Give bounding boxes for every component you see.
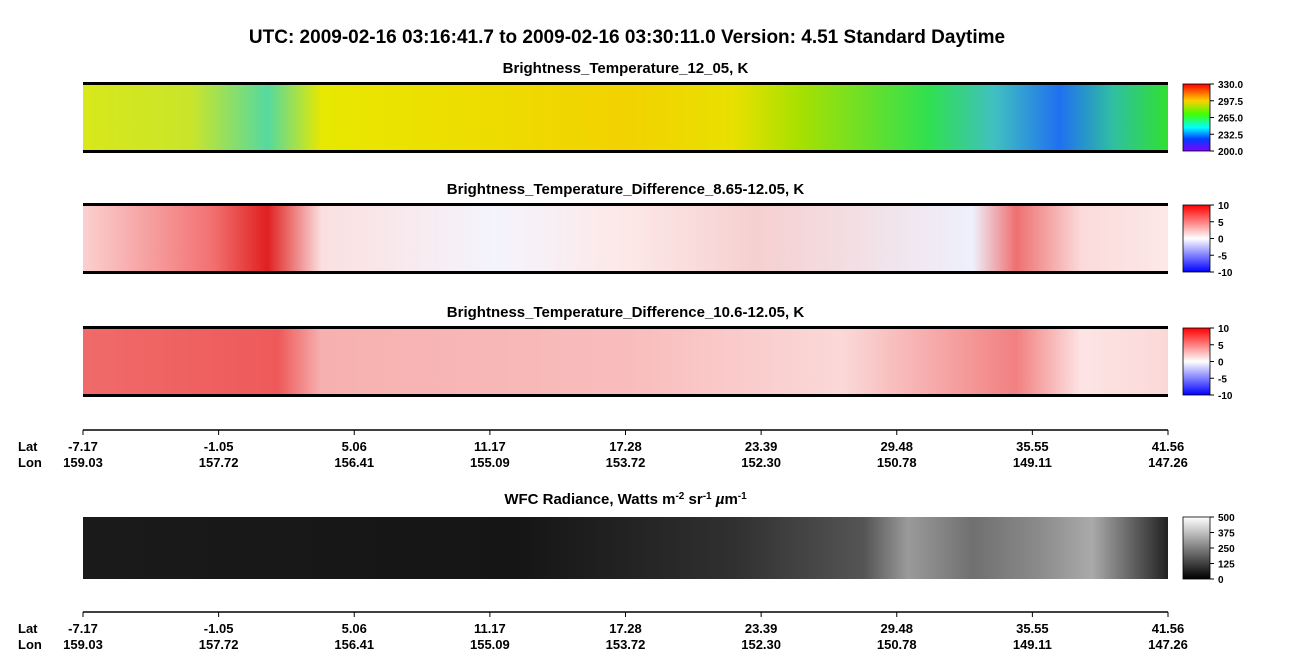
colorbar-label: 0 [1218,358,1224,369]
lat-tick-label: 41.56 [1152,621,1185,636]
lon-tick-label: 156.41 [334,455,374,470]
colorbar-label: 375 [1218,529,1235,540]
lat-tick-label: 29.48 [880,439,913,454]
panel-title: Brightness_Temperature_Difference_10.6-1… [447,304,805,321]
lat-tick-label: 5.06 [342,439,367,454]
swath-image [83,517,1168,579]
lon-tick-label: 157.72 [199,455,239,470]
colorbar-label: 500 [1218,513,1235,524]
colorbar-label: -10 [1218,268,1233,279]
lat-tick-label: 11.17 [474,621,506,636]
title-part: WFC Radiance, Watts m [504,491,675,508]
lon-tick-label: 155.09 [470,637,510,652]
panel-title: WFC Radiance, Watts m-2 sr-1 µm-1 [504,491,747,509]
colorbar-label: 330.0 [1218,80,1243,91]
colorbar-label: 5 [1218,218,1224,229]
colorbar-label: 10 [1218,324,1230,335]
lat-tick-label: 17.28 [609,621,642,636]
lon-tick-label: 150.78 [877,455,917,470]
lon-tick-label: 152.30 [741,455,781,470]
lon-tick-label: 153.72 [606,455,646,470]
lon-tick-label: 147.26 [1148,637,1188,652]
title-part: m [724,491,737,508]
title-part: -1 [738,491,747,502]
lat-tick-label: -1.05 [204,439,234,454]
lat-label: Lat [18,621,38,636]
colorbar-label: 265.0 [1218,114,1243,125]
lat-tick-label: 23.39 [745,621,778,636]
lat-tick-label: -7.17 [68,439,98,454]
lon-tick-label: 149.11 [1013,455,1052,470]
lon-tick-label: 159.03 [63,455,103,470]
title-part: -1 [703,491,712,502]
title-part: -2 [675,491,684,502]
lat-tick-label: -7.17 [68,621,98,636]
lon-label: Lon [18,637,42,652]
swath-edge [83,203,1168,206]
lat-tick-label: 5.06 [342,621,367,636]
panel-title: Brightness_Temperature_Difference_8.65-1… [447,181,805,198]
colorbar-label: 10 [1218,201,1230,212]
colorbar [1182,83,1211,152]
colorbar-label: 200.0 [1218,147,1243,158]
colorbar-label: -5 [1218,251,1227,262]
lon-tick-label: 156.41 [334,637,374,652]
colorbar [1182,327,1211,396]
swath-image [83,328,1168,395]
colorbar-label: 0 [1218,575,1224,586]
swath-edge [83,271,1168,274]
lat-tick-label: 35.55 [1016,621,1049,636]
colorbar-label: -10 [1218,391,1233,402]
page-title: UTC: 2009-02-16 03:16:41.7 to 2009-02-16… [249,27,1005,48]
colorbar-label: 5 [1218,341,1224,352]
lat-tick-label: 41.56 [1152,439,1185,454]
panel-title: Brightness_Temperature_12_05, K [503,60,749,77]
swath-edge [83,326,1168,329]
colorbar [1182,516,1211,580]
lat-tick-label: 29.48 [880,621,913,636]
lat-label: Lat [18,439,38,454]
swath-edge [83,150,1168,153]
colorbar-label: 232.5 [1218,130,1243,141]
lat-tick-label: 35.55 [1016,439,1049,454]
lat-tick-label: -1.05 [204,621,234,636]
lon-tick-label: 155.09 [470,455,510,470]
lat-tick-label: 11.17 [474,439,506,454]
lon-tick-label: 157.72 [199,637,239,652]
colorbar-label: 125 [1218,560,1235,571]
colorbar-label: 250 [1218,544,1235,555]
colorbar [1182,204,1211,273]
lat-tick-label: 17.28 [609,439,642,454]
colorbar-label: -5 [1218,374,1227,385]
lon-tick-label: 147.26 [1148,455,1188,470]
lon-tick-label: 153.72 [606,637,646,652]
lat-tick-label: 23.39 [745,439,778,454]
colorbar-label: 297.5 [1218,97,1243,108]
lon-tick-label: 159.03 [63,637,103,652]
swath-image [83,205,1168,272]
colorbar-label: 0 [1218,235,1224,246]
lon-tick-label: 149.11 [1013,637,1052,652]
swath-image [83,84,1168,151]
title-part: sr [684,491,703,508]
swath-edge [83,82,1168,85]
lon-tick-label: 150.78 [877,637,917,652]
lon-tick-label: 152.30 [741,637,781,652]
lon-label: Lon [18,455,42,470]
swath-edge [83,394,1168,397]
title-part: µ [712,491,725,508]
